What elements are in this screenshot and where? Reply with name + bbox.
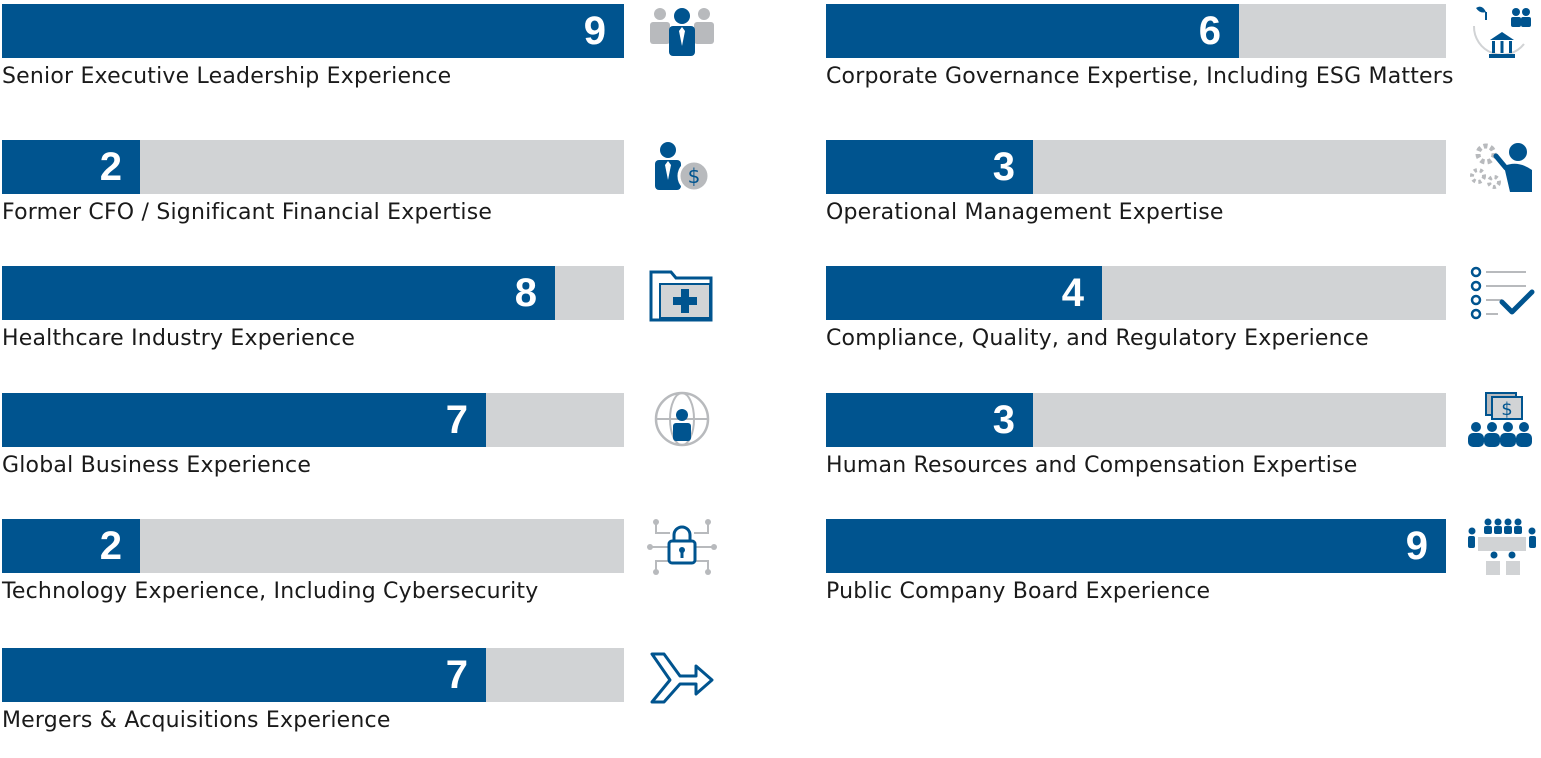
merge-arrow-icon: [646, 646, 718, 706]
category-label: Corporate Governance Expertise, Includin…: [826, 64, 1454, 89]
skill-row: 3 Operational Management Expertise: [826, 140, 1541, 250]
skill-row: 4 Compliance, Quality, and Regulatory Exp…: [826, 266, 1541, 376]
checklist-icon: [1466, 264, 1538, 324]
medical-folder-icon: [646, 264, 718, 324]
bar-fill: 7: [2, 648, 486, 702]
bar-track: 8: [2, 266, 624, 320]
bar-fill: 8: [2, 266, 555, 320]
bar-value-label: 7: [445, 653, 468, 697]
bar-track: 9: [826, 519, 1446, 573]
bar-fill: 9: [826, 519, 1446, 573]
person-dollar-icon: [646, 138, 718, 198]
bar-track: 9: [2, 4, 624, 58]
bar-fill: 9: [2, 4, 624, 58]
bar-track: 6: [826, 4, 1446, 58]
skill-row: 8 Healthcare Industry Experience: [2, 266, 722, 376]
category-label: Public Company Board Experience: [826, 579, 1211, 604]
bar-track: 4: [826, 266, 1446, 320]
bar-track: 3: [826, 140, 1446, 194]
skill-row: 3 Human Resources and Compensation Expert…: [826, 393, 1541, 503]
bar-track: 2: [2, 519, 624, 573]
bar-fill: 3: [826, 393, 1033, 447]
group-dollar-icon: [1466, 391, 1538, 451]
bar-value-label: 9: [1405, 524, 1428, 568]
bar-fill: 2: [2, 140, 140, 194]
bar-fill: 7: [2, 393, 486, 447]
executive-team-icon: [646, 2, 718, 62]
bar-track: 3: [826, 393, 1446, 447]
skill-row: 2 Technology Experience, Including Cybers…: [2, 519, 722, 629]
bar-value-label: 3: [992, 145, 1015, 189]
boardroom-icon: [1466, 517, 1538, 577]
bar-value-label: 2: [99, 145, 122, 189]
bar-track: 2: [2, 140, 624, 194]
skill-row: 7 Global Business Experience: [2, 393, 722, 503]
bar-value-label: 7: [445, 398, 468, 442]
skill-row: 9 Senior Executive Leadership Experience: [2, 4, 722, 114]
category-label: Mergers & Acquisitions Experience: [2, 708, 391, 733]
bar-value-label: 9: [583, 9, 606, 53]
category-label: Healthcare Industry Experience: [2, 326, 356, 351]
bar-value-label: 2: [99, 524, 122, 568]
bar-value-label: 3: [992, 398, 1015, 442]
skill-row: 2 Former CFO / Significant Financial Expe…: [2, 140, 722, 250]
category-label: Human Resources and Compensation Experti…: [826, 453, 1358, 478]
circuit-lock-icon: [646, 517, 718, 577]
bar-track: 7: [2, 393, 624, 447]
skill-row: 9 Public Company Board Experience: [826, 519, 1541, 629]
category-label: Senior Executive Leadership Experience: [2, 64, 452, 89]
globe-person-icon: [646, 391, 718, 451]
bar-value-label: 8: [514, 271, 537, 315]
category-label: Compliance, Quality, and Regulatory Expe…: [826, 326, 1369, 351]
bar-fill: 6: [826, 4, 1239, 58]
gears-person-icon: [1466, 138, 1538, 198]
category-label: Technology Experience, Including Cyberse…: [2, 579, 539, 604]
category-label: Global Business Experience: [2, 453, 312, 478]
bar-fill: 4: [826, 266, 1102, 320]
category-label: Former CFO / Significant Financial Exper…: [2, 200, 493, 225]
governance-bank-icon: [1466, 2, 1538, 62]
skill-row: 6 Corporate Governance Expertise, Includi…: [826, 4, 1541, 114]
bar-track: 7: [2, 648, 624, 702]
skill-row: 7 Mergers & Acquisitions Experience: [2, 648, 722, 758]
bar-fill: 2: [2, 519, 140, 573]
bar-value-label: 6: [1198, 9, 1221, 53]
bar-fill: 3: [826, 140, 1033, 194]
bar-value-label: 4: [1061, 271, 1084, 315]
category-label: Operational Management Expertise: [826, 200, 1224, 225]
